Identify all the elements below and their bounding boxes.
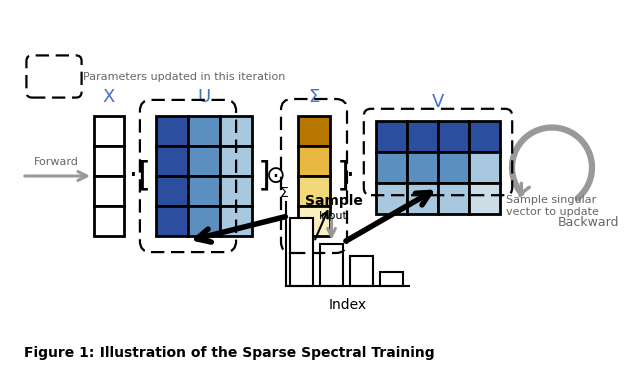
Bar bbox=[220, 176, 252, 206]
Bar bbox=[156, 116, 188, 146]
Text: ]: ] bbox=[337, 159, 350, 193]
Bar bbox=[156, 146, 188, 176]
Text: ⊙: ⊙ bbox=[266, 164, 286, 188]
Text: Forward: Forward bbox=[33, 157, 79, 167]
Bar bbox=[156, 206, 188, 236]
Text: U: U bbox=[197, 88, 211, 106]
Text: Sample: Sample bbox=[305, 194, 362, 208]
Bar bbox=[350, 255, 373, 286]
Bar bbox=[438, 152, 469, 183]
Text: ·: · bbox=[129, 162, 138, 190]
Bar bbox=[94, 206, 124, 236]
Bar bbox=[438, 121, 469, 152]
Bar bbox=[220, 206, 252, 236]
Text: Σ: Σ bbox=[308, 88, 320, 106]
Bar bbox=[469, 121, 500, 152]
Bar bbox=[298, 206, 330, 236]
Bar bbox=[220, 116, 252, 146]
Bar bbox=[469, 152, 500, 183]
Text: ]: ] bbox=[258, 159, 271, 193]
Bar bbox=[188, 206, 220, 236]
Bar bbox=[298, 146, 330, 176]
Bar bbox=[407, 152, 438, 183]
Bar bbox=[156, 176, 188, 206]
Bar bbox=[220, 146, 252, 176]
Bar bbox=[376, 152, 407, 183]
Text: Σ: Σ bbox=[280, 186, 289, 200]
Text: Figure 1:: Figure 1: bbox=[24, 346, 94, 360]
Text: Input: Input bbox=[319, 211, 348, 221]
Bar bbox=[94, 116, 124, 146]
Bar bbox=[376, 183, 407, 214]
Text: [: [ bbox=[138, 159, 150, 193]
Text: ·: · bbox=[346, 162, 355, 190]
Text: Backward: Backward bbox=[558, 215, 620, 229]
Bar bbox=[298, 176, 330, 206]
Text: Parameters updated in this iteration: Parameters updated in this iteration bbox=[83, 71, 285, 82]
Text: V: V bbox=[432, 93, 444, 111]
Text: Index: Index bbox=[328, 298, 367, 312]
Text: X: X bbox=[103, 88, 115, 106]
Bar bbox=[94, 176, 124, 206]
Bar bbox=[298, 116, 330, 146]
Bar bbox=[320, 244, 343, 286]
Bar bbox=[94, 146, 124, 176]
Text: Sample singular
vector to update: Sample singular vector to update bbox=[506, 195, 599, 217]
Bar bbox=[380, 272, 403, 286]
Text: Illustration of the Sparse Spectral Training: Illustration of the Sparse Spectral Trai… bbox=[90, 346, 435, 360]
Bar bbox=[290, 218, 313, 286]
Bar bbox=[188, 146, 220, 176]
Bar bbox=[407, 183, 438, 214]
Bar bbox=[188, 116, 220, 146]
Bar bbox=[407, 121, 438, 152]
Bar bbox=[376, 121, 407, 152]
Bar bbox=[438, 183, 469, 214]
Bar bbox=[469, 183, 500, 214]
Bar bbox=[188, 176, 220, 206]
